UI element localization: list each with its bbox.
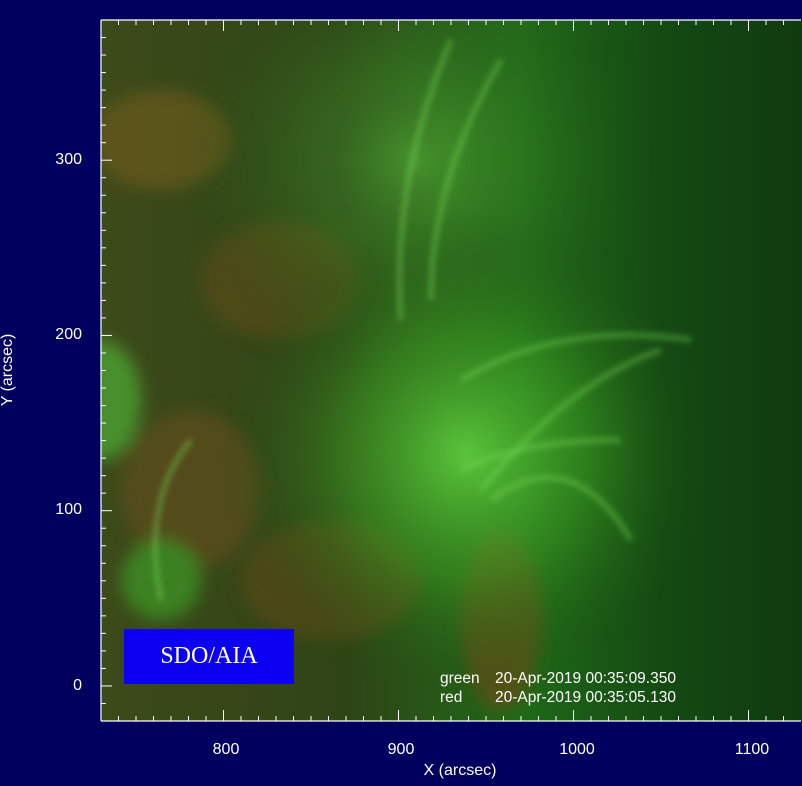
y-tick-label: 200 [55, 326, 82, 343]
timestamp-time: 20-Apr-2019 00:35:09.350 [495, 670, 676, 687]
y-tick-label: 100 [55, 501, 82, 518]
x-tick-label: 900 [387, 741, 415, 758]
y-axis-label: Y (arcsec) [0, 333, 16, 407]
timestamp-channel: green [440, 670, 480, 687]
y-tick-label: 300 [55, 151, 82, 168]
instrument-badge: SDO/AIA [124, 629, 294, 684]
y-tick-label: 0 [73, 677, 82, 694]
x-tick-label: 800 [212, 741, 240, 758]
timestamp-channel: red [440, 689, 463, 706]
timestamp-red: red 20-Apr-2019 00:35:05.130 [440, 689, 676, 707]
timestamp-time: 20-Apr-2019 00:35:05.130 [495, 689, 676, 706]
x-axis-label: X (arcsec) [423, 762, 497, 779]
x-tick-label: 1100 [734, 741, 770, 758]
timestamp-green: green 20-Apr-2019 00:35:09.350 [440, 670, 676, 688]
x-tick-label: 1000 [559, 741, 595, 758]
solar-image [101, 20, 802, 721]
